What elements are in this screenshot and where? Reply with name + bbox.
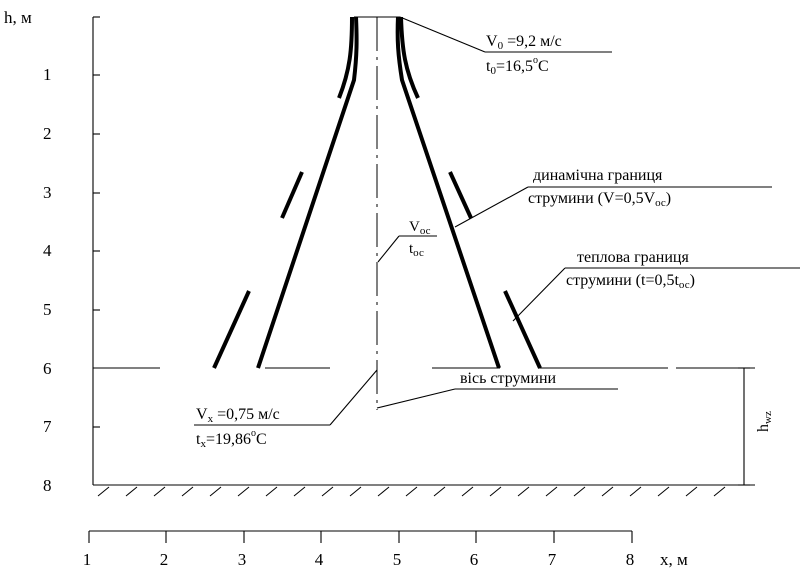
thermal-leader [512,267,566,322]
outlet-velocity: V0 =9,2 м/с [486,33,562,52]
thermal-boundary-line1: теплова границя [577,249,689,266]
y-tick-label: 2 [43,124,52,143]
y-tick-label: 8 [43,476,52,495]
jet-axis-label: вісь струмини [460,370,557,387]
dynamic-boundary-left [256,16,359,369]
y-tick-label: 4 [43,241,52,260]
floor-hatching [97,486,726,497]
x-tick-label: 1 [83,550,92,569]
zone-leader [329,369,378,426]
axis-velocity-t: tос [409,241,424,259]
thermal-boundary-right [399,16,542,369]
x-tick-label: 2 [160,550,169,569]
dynamic-boundary-line1: динамічна границя [533,167,663,184]
thermal-boundary-line2: струмини (t=0,5tос) [566,272,695,291]
jet-axis-leader [376,388,456,409]
x-tick-label: 5 [393,550,402,569]
x-tick-label: 3 [238,550,247,569]
dynamic-boundary-line2: струмини (V=0,5Vос) [528,190,671,209]
x-tick-label: 7 [548,550,557,569]
x-tick-label: 8 [626,550,635,569]
outlet-temperature: t0=16,5oC [486,55,549,77]
zone-velocity: Vx =0,75 м/с [196,406,280,425]
axis-velocity-v: Vос [409,219,431,237]
zone-temperature: tx=19,86oC [196,428,267,450]
wz-label: hwz [755,411,774,432]
x-tick-label: 6 [470,550,479,569]
outlet-leader [399,16,486,53]
y-ticks [93,16,100,428]
x-tick-label: 4 [315,550,324,569]
y-axis-title: h, м [4,8,32,27]
thermal-boundary-left [212,16,354,369]
dynamic-boundary-right [395,16,501,369]
dynamic-leader [454,186,529,228]
x-axis-title: x, м [660,550,688,569]
y-tick-label: 6 [43,359,52,378]
y-tick-label: 1 [43,65,52,84]
y-tick-label: 3 [43,183,52,202]
axis-velocity-leader [377,235,400,263]
y-tick-label: 5 [43,300,52,319]
x-ticks [88,531,633,543]
y-tick-label: 7 [43,417,52,436]
